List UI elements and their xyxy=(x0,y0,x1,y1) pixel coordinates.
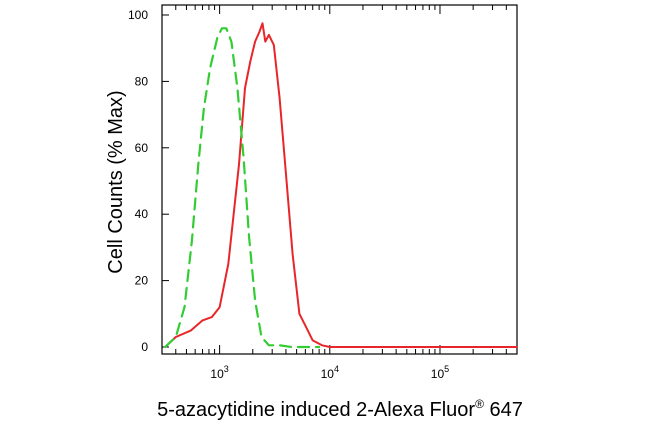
y-axis-title: Cell Counts (% Max) xyxy=(105,90,127,273)
y-tick-label: 100 xyxy=(128,8,148,22)
y-tick-label: 20 xyxy=(135,274,149,288)
y-tick-label: 0 xyxy=(141,340,148,354)
x-axis-title: 5-azacytidine induced 2-Alexa Fluor® 647 xyxy=(157,397,523,421)
x-tick-label: 105 xyxy=(431,364,449,381)
axis-ticks xyxy=(161,5,518,354)
tick-labels: 0 20 40 60 80 100 103 104 105 xyxy=(128,8,449,381)
y-tick-label: 60 xyxy=(135,141,149,155)
series-line-2 xyxy=(164,27,321,349)
x-axis-title-sup: ® xyxy=(475,397,484,411)
y-tick-label: 80 xyxy=(135,74,149,88)
x-axis-title-main: 5-azacytidine induced 2-Alexa Fluor xyxy=(157,399,475,421)
plot-frame xyxy=(161,4,518,355)
y-tick-label: 40 xyxy=(135,207,149,221)
series-layer xyxy=(164,22,518,349)
x-axis-title-tail: 647 xyxy=(484,399,523,421)
x-tick-label: 104 xyxy=(321,364,339,381)
series-line-1 xyxy=(164,22,518,348)
x-tick-label: 103 xyxy=(210,364,228,381)
